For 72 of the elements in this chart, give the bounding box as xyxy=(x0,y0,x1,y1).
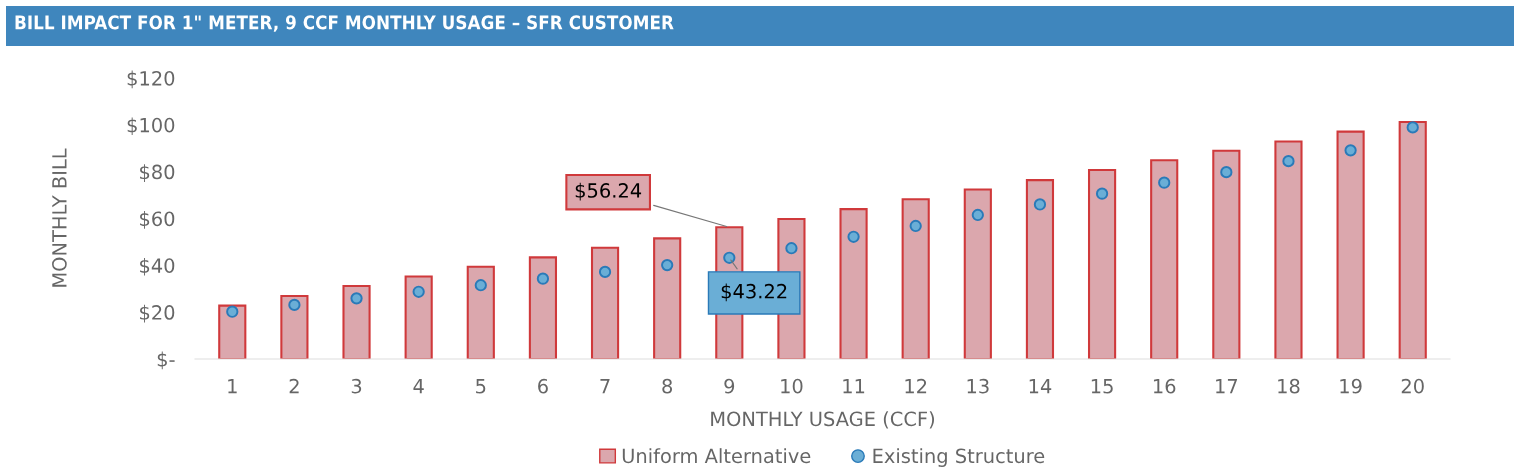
y-tick-label: $60 xyxy=(140,211,175,229)
bar xyxy=(901,198,930,359)
bar xyxy=(404,275,433,359)
point xyxy=(785,242,798,255)
point xyxy=(598,265,612,279)
x-tick-label: 20 xyxy=(1401,378,1424,394)
point xyxy=(1344,144,1357,157)
point xyxy=(1095,187,1109,200)
bar xyxy=(1025,179,1055,359)
x-tick-label: 2 xyxy=(289,378,299,394)
point xyxy=(661,258,674,272)
bar xyxy=(1212,149,1241,359)
x-tick-label: 7 xyxy=(600,379,610,394)
x-tick-label: 4 xyxy=(413,379,424,394)
x-tick-label: 16 xyxy=(1153,378,1176,394)
x-tick-label: 9 xyxy=(724,378,735,394)
bar xyxy=(342,284,371,359)
legend-label: Existing Structure xyxy=(873,448,1045,467)
x-tick-label: 6 xyxy=(538,378,548,394)
x-tick-label: 1 xyxy=(228,379,237,394)
point xyxy=(1220,166,1233,179)
point xyxy=(909,219,922,233)
bar xyxy=(218,304,247,359)
x-tick-label: 13 xyxy=(967,378,989,394)
x-tick-label: 12 xyxy=(905,378,927,394)
point xyxy=(288,298,301,312)
x-tick-label: 18 xyxy=(1278,378,1300,394)
point xyxy=(350,292,363,305)
x-tick-label: 5 xyxy=(476,379,486,394)
x-tick-label: 8 xyxy=(662,378,673,394)
y-tick-label: $100 xyxy=(127,117,175,136)
x-tick-label: 14 xyxy=(1029,379,1052,394)
bar xyxy=(528,256,558,359)
bar xyxy=(963,188,992,359)
point xyxy=(474,279,487,292)
x-tick-label: 3 xyxy=(351,378,362,394)
point xyxy=(1158,176,1171,189)
bar xyxy=(466,265,495,359)
bar xyxy=(1150,159,1179,359)
x-axis-title: MONTHLY USAGE (CCF) xyxy=(711,411,935,429)
y-tick-label: $20 xyxy=(140,304,175,323)
bar xyxy=(1398,120,1427,359)
y-axis-title: MONTHLY BILL xyxy=(52,148,67,287)
y-tick-label: $40 xyxy=(140,257,175,276)
x-tick-label: 19 xyxy=(1340,378,1362,394)
y-tick-label: $120 xyxy=(127,70,175,89)
x-tick-label: 11 xyxy=(843,379,865,394)
data-label: $43.22 xyxy=(721,283,787,302)
point xyxy=(1406,121,1419,134)
point xyxy=(971,208,984,222)
bar xyxy=(280,294,309,359)
data-label: $56.24 xyxy=(575,182,642,201)
x-tick-label: 17 xyxy=(1216,379,1238,394)
point xyxy=(847,230,860,243)
point xyxy=(226,305,239,318)
point xyxy=(536,272,550,285)
point xyxy=(1033,198,1047,211)
x-tick-label: 10 xyxy=(781,378,803,394)
y-tick-label: $80 xyxy=(140,164,175,182)
point xyxy=(723,251,736,264)
bar xyxy=(839,208,868,359)
chart-title: BILL IMPACT FOR 1" METER, 9 CCF MONTHLY USAGE – SFR CUSTOMER xyxy=(15,15,674,32)
bar xyxy=(653,237,682,359)
y-tick-label: $- xyxy=(157,351,175,370)
point xyxy=(1282,155,1295,168)
x-tick-label: 15 xyxy=(1091,379,1113,394)
bar xyxy=(1336,130,1365,359)
bar xyxy=(590,246,620,359)
legend-label: Uniform Alternative xyxy=(622,448,811,464)
bar xyxy=(1274,140,1303,359)
point xyxy=(412,285,425,298)
bar xyxy=(1087,168,1117,359)
